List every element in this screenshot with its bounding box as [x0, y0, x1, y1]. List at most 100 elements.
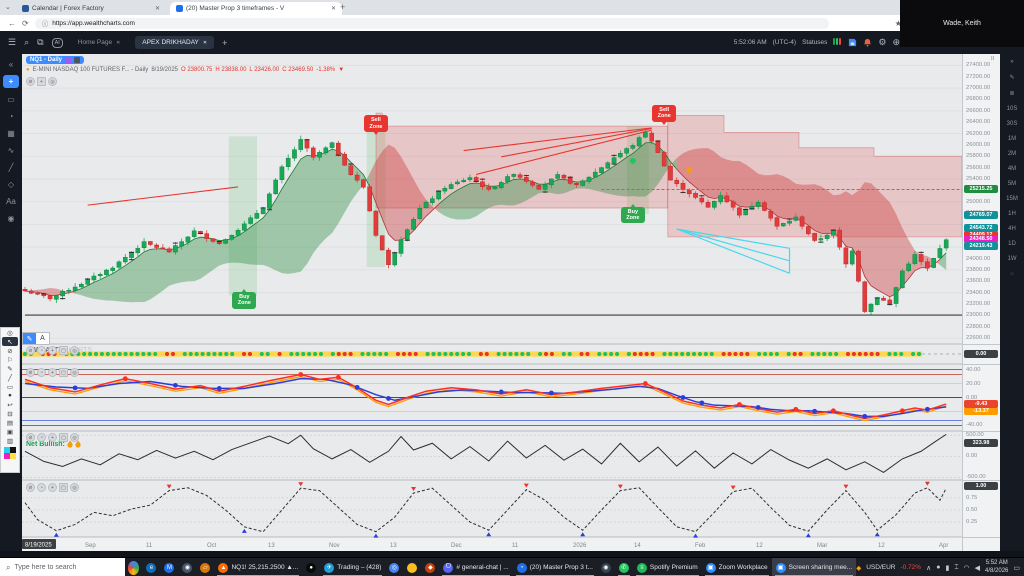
add-workspace-tab-button[interactable]: + — [222, 37, 228, 48]
statuses-label[interactable]: Statuses — [802, 39, 828, 46]
sidebar-draw-icon[interactable]: ✎ — [1009, 75, 1015, 81]
panel-expand-button[interactable]: ▢ — [59, 346, 68, 355]
line-icon[interactable]: ╱ — [8, 374, 12, 382]
hide-indicator-button[interactable]: ⊘ — [26, 77, 35, 86]
panel-button[interactable]: ⊘ — [26, 346, 35, 355]
panel-expand-button[interactable]: ▢ — [59, 368, 68, 377]
image-icon[interactable]: ▣ — [6, 428, 14, 436]
timeframe-1m[interactable]: 1M — [1007, 136, 1017, 142]
visibility-button[interactable]: ◎ — [48, 77, 57, 86]
sell-zone-pin[interactable]: Sell Zone — [652, 105, 677, 125]
bookmark-star-icon[interactable]: ★ — [894, 18, 902, 28]
panel-button[interactable]: ⊘ — [26, 368, 35, 377]
timeframe-10s[interactable]: 10S — [1006, 106, 1018, 112]
globe-icon[interactable]: ⊕ — [892, 37, 900, 47]
ai-chat-icon[interactable]: AI — [51, 37, 63, 48]
tray-icon-0[interactable]: ● — [936, 564, 941, 571]
color-swatch-quad[interactable] — [4, 447, 16, 459]
taskbar-app-folder[interactable] — [403, 558, 421, 576]
taskbar-app-telegram[interactable]: ✈ Trading – (428) — [320, 558, 385, 576]
sell-zone-pin[interactable]: Sell Zone — [363, 115, 388, 135]
timeframe-1w[interactable]: 1W — [1007, 256, 1017, 262]
taskbar-app-ticker-app[interactable]: ▲ NQ1! 25,215.2500 ▲... — [214, 558, 302, 576]
url-field[interactable]: ⓘ https://app.wealthcharts.com — [34, 17, 829, 29]
panel-button[interactable]: ◔ — [37, 483, 46, 492]
windows-search-input[interactable]: ⌕ Type here to search — [0, 558, 126, 576]
comment-icon[interactable]: ▤ — [6, 419, 14, 427]
panel-button[interactable]: ⊘ — [26, 483, 35, 492]
browser-tab-master-prop[interactable]: (20) Master Prop 3 timeframes - V ✕ — [170, 2, 342, 15]
pin-icon[interactable]: ◉ — [7, 213, 15, 223]
panel-eye-button[interactable]: ◎ — [70, 346, 79, 355]
pane-grid-icon[interactable]: ⁞⁞ — [991, 56, 995, 62]
taskbar-app-whatsapp[interactable]: ✆ — [615, 558, 633, 576]
taskbar-app-files[interactable]: ▱ — [196, 558, 214, 576]
taskbar-app-people[interactable]: ◉ — [597, 558, 615, 576]
panel-expand-button[interactable]: ▢ — [59, 483, 68, 492]
tray-icon-2[interactable]: ⌶ — [954, 563, 959, 571]
panel-button[interactable]: + — [48, 368, 57, 377]
tray-clock[interactable]: 5:52 AM 4/8/2026 — [985, 560, 1009, 574]
panel-button[interactable]: + — [48, 483, 57, 492]
indicator-badge-icon[interactable] — [65, 57, 72, 63]
back-icon[interactable]: ← — [8, 18, 16, 28]
eraser-icon[interactable]: ▭ — [6, 383, 14, 391]
taskbar-app-app-m[interactable]: M — [160, 558, 178, 576]
tag-icon[interactable]: ⚐ — [7, 356, 13, 364]
bell-icon[interactable] — [863, 38, 872, 47]
panel-eye-button[interactable]: ◎ — [70, 483, 79, 492]
menu-icon[interactable]: ☰ — [8, 37, 17, 47]
sidebar-more-icon[interactable]: ⁘ — [1009, 272, 1015, 278]
collapse-icon[interactable]: « — [8, 59, 14, 69]
text-icon[interactable]: Aa — [6, 196, 16, 206]
tab-close-icon[interactable]: ✕ — [154, 6, 160, 12]
trendline-icon[interactable]: ╱ — [8, 162, 14, 172]
trend-icon[interactable]: ∿ — [7, 145, 15, 155]
sidebar-list-icon[interactable]: ≣ — [1009, 91, 1015, 97]
new-tab-button[interactable]: + — [340, 2, 346, 12]
timeframe-15m[interactable]: 15M — [1006, 196, 1018, 202]
undo-icon[interactable]: ↩ — [7, 401, 13, 409]
reload-icon[interactable]: ⟳ — [22, 18, 29, 28]
save-icon[interactable] — [848, 38, 857, 47]
taskbar-app-office-app[interactable]: ◆ — [421, 558, 439, 576]
tray-alert-icon[interactable]: ◆ — [856, 564, 862, 572]
taskbar-app-zoom[interactable]: ▣ Zoom Workplace — [702, 558, 772, 576]
clock-icon[interactable]: ◔ — [8, 111, 14, 121]
pencil-icon[interactable]: ✎ — [7, 365, 13, 373]
chart-canvas[interactable]: Sep 11 Oct 13 Nov 13 Dec 11 2026 14 Feb 12 Mar 12 Apr 8… — [22, 54, 962, 551]
buy-zone-pin[interactable]: Buy Zone — [620, 203, 645, 224]
browser-tab-forex-factory[interactable]: Calendar | Forex Factory ✕ — [16, 2, 166, 15]
timeframe-5m[interactable]: 5M — [1007, 181, 1017, 187]
timeframe-4m[interactable]: 4M — [1007, 166, 1017, 172]
brush-tool-icon[interactable]: ✎ — [23, 333, 36, 344]
layers-icon[interactable]: ⧉ — [37, 37, 44, 47]
text-tool-icon[interactable]: A — [40, 335, 45, 342]
add-button[interactable]: + — [3, 75, 19, 88]
copilot-icon[interactable] — [128, 560, 140, 575]
indicator-badge2-icon[interactable] — [74, 57, 81, 63]
instrument-name[interactable]: E-MINI NASDAQ 100 FUTURES F... - Daily — [32, 67, 149, 73]
panel-button[interactable]: ⊘ — [26, 433, 35, 442]
cursor-icon[interactable]: ↖ — [2, 337, 18, 346]
tab-close-icon[interactable]: ✕ — [330, 6, 336, 12]
buy-zone-pin[interactable]: Buy Zone — [232, 289, 257, 309]
timeframe-30s[interactable]: 30S — [1006, 121, 1018, 127]
no-draw-icon[interactable]: ⊘ — [7, 347, 13, 355]
panel-button[interactable]: ◔ — [37, 368, 46, 377]
panel-button[interactable]: + — [48, 433, 57, 442]
taskbar-app-contacts[interactable]: ◉ — [178, 558, 196, 576]
tray-icon-1[interactable]: ▮ — [945, 564, 950, 572]
tray-chevron-icon[interactable]: ∧ — [926, 564, 932, 572]
panel-expand-button[interactable]: ▢ — [59, 433, 68, 442]
site-info-icon[interactable]: ⓘ — [41, 21, 49, 28]
notification-center-icon[interactable]: ▭ — [1013, 564, 1020, 572]
gear-icon[interactable]: ⚙ — [878, 37, 887, 47]
taskbar-app-spotify[interactable]: ≡ Spotify Premium — [633, 558, 702, 576]
panel-eye-button[interactable]: ◎ — [70, 368, 79, 377]
search-icon[interactable]: ⌕ — [24, 37, 30, 47]
workspace-tab-apex[interactable]: APEX DRIKHADAY ✕ — [135, 36, 215, 49]
timeframe-2m[interactable]: 2M — [1007, 151, 1017, 157]
timeframe-1h[interactable]: 1H — [1008, 211, 1016, 217]
sidebar-collapse-icon[interactable]: » — [1010, 59, 1014, 65]
